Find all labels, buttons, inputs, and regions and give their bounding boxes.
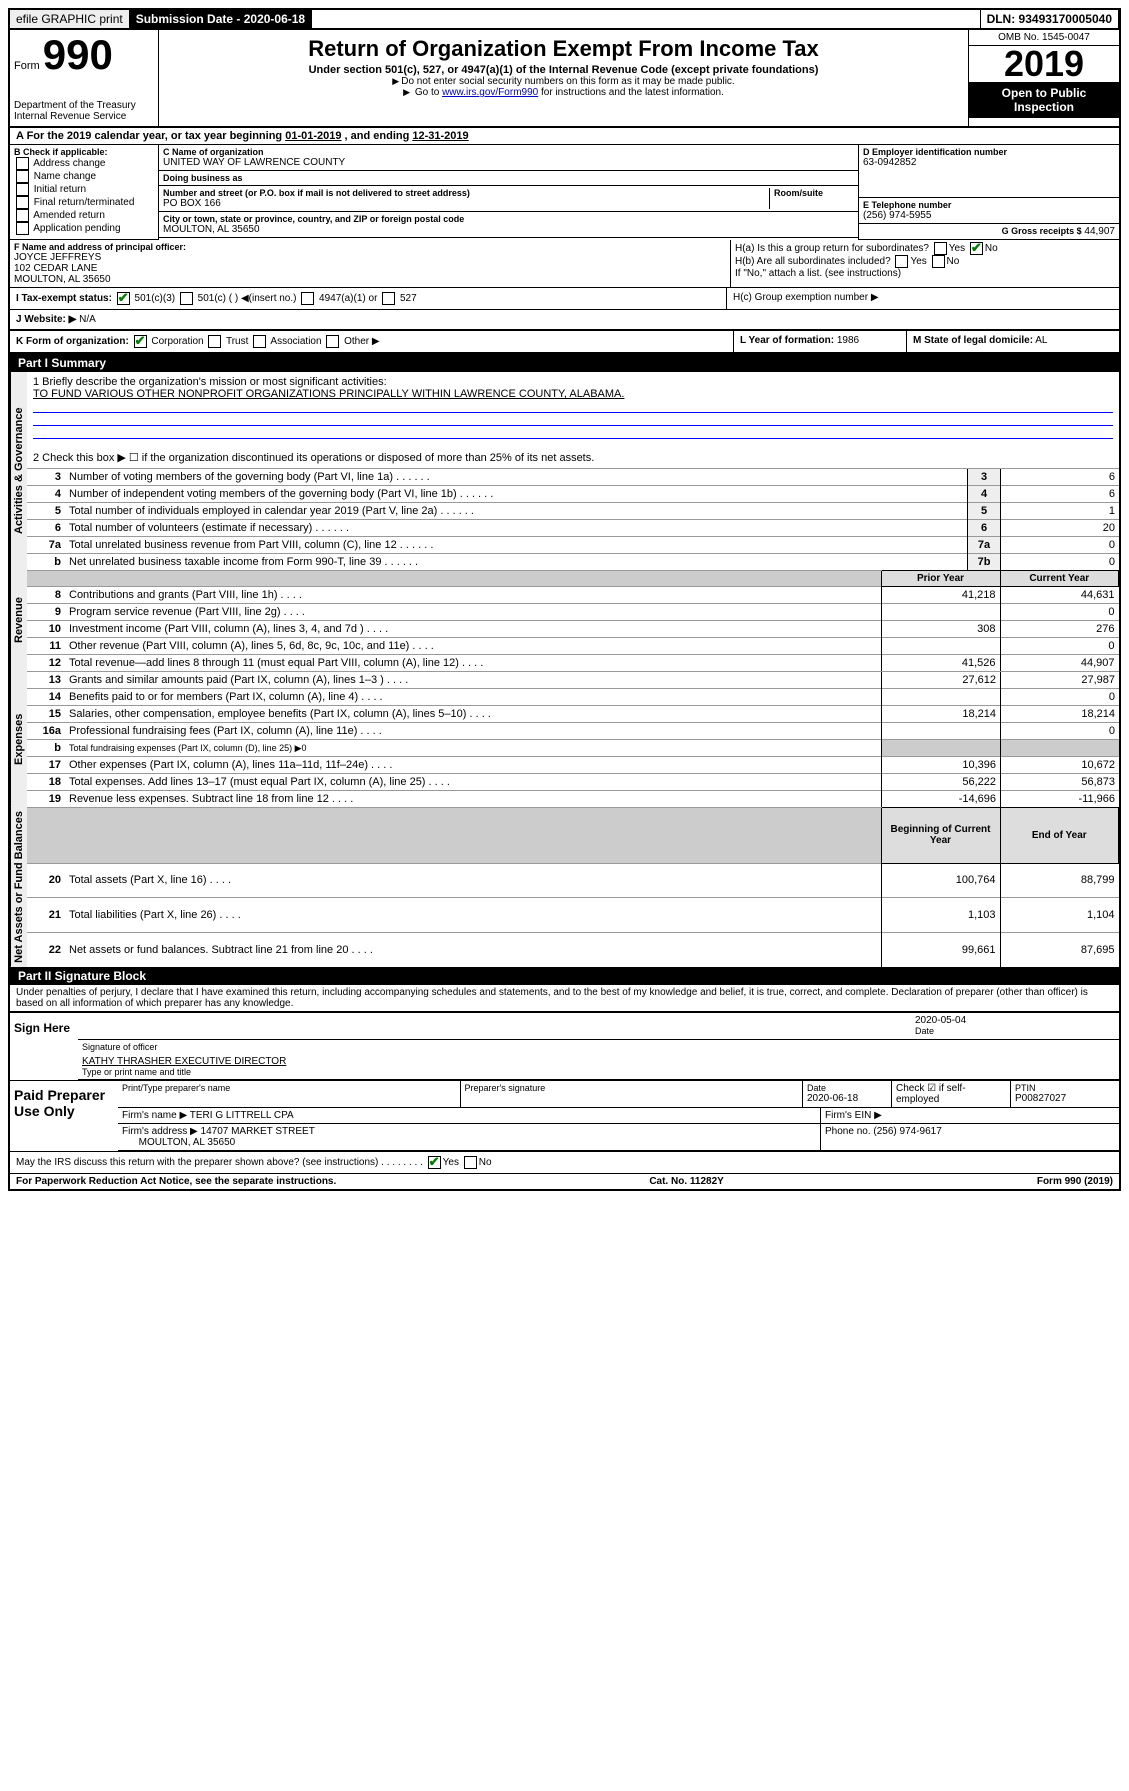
checkbox-initial-return[interactable]: Initial return bbox=[14, 183, 154, 196]
section-b-title: B Check if applicable: bbox=[14, 147, 154, 157]
sign-here-label: Sign Here bbox=[10, 1013, 78, 1080]
phone: (256) 974-5955 bbox=[863, 210, 1115, 221]
org-name: UNITED WAY OF LAWRENCE COUNTY bbox=[163, 157, 854, 168]
perjury-declaration: Under penalties of perjury, I declare th… bbox=[10, 985, 1119, 1011]
dln: DLN: 93493170005040 bbox=[981, 10, 1119, 28]
gross-receipts: 44,907 bbox=[1084, 226, 1115, 237]
sign-here-block: Sign Here 2020-05-04Date Signature of of… bbox=[10, 1011, 1119, 1080]
checkbox-address-change[interactable]: Address change bbox=[14, 157, 154, 170]
irs-link[interactable]: www.irs.gov/Form990 bbox=[442, 87, 538, 98]
street: PO BOX 166 bbox=[163, 198, 769, 209]
open-public: Open to Public Inspection bbox=[969, 82, 1119, 118]
ha-yes[interactable] bbox=[934, 242, 947, 255]
gross-label: G Gross receipts $ bbox=[1002, 226, 1082, 236]
paid-preparer-block: Paid Preparer Use Only Print/Type prepar… bbox=[10, 1080, 1119, 1151]
section-klm: K Form of organization: Corporation Trus… bbox=[10, 331, 1119, 354]
efile-tag[interactable]: efile GRAPHIC print bbox=[10, 10, 130, 28]
top-bar: efile GRAPHIC print Submission Date - 20… bbox=[10, 10, 1119, 30]
officer-addr2: MOULTON, AL 35650 bbox=[14, 274, 726, 285]
section-i: I Tax-exempt status: 501(c)(3) 501(c) ( … bbox=[10, 288, 1119, 310]
checkbox-application-pending[interactable]: Application pending bbox=[14, 222, 154, 235]
officer-typed: KATHY THRASHER EXECUTIVE DIRECTOR bbox=[82, 1056, 1115, 1067]
part1-body: Activities & Governance 1 Briefly descri… bbox=[10, 372, 1119, 570]
section-fh: F Name and address of principal officer:… bbox=[10, 240, 1119, 288]
hb-no[interactable] bbox=[932, 255, 945, 268]
mission: TO FUND VARIOUS OTHER NONPROFIT ORGANIZA… bbox=[33, 388, 1113, 400]
ha-no[interactable] bbox=[970, 242, 983, 255]
form-title: Return of Organization Exempt From Incom… bbox=[163, 36, 964, 62]
f-label: F Name and address of principal officer: bbox=[14, 242, 726, 252]
l1-label: 1 Briefly describe the organization's mi… bbox=[33, 376, 1113, 388]
city-label: City or town, state or province, country… bbox=[163, 214, 854, 224]
form-header: Form 990 Department of the Treasury Inte… bbox=[10, 30, 1119, 128]
hb-note: If "No," attach a list. (see instruction… bbox=[735, 268, 1115, 279]
side-governance: Activities & Governance bbox=[10, 372, 27, 570]
l2: 2 Check this box ▶ ☐ if the organization… bbox=[33, 451, 1113, 464]
website: N/A bbox=[79, 314, 96, 325]
city: MOULTON, AL 35650 bbox=[163, 224, 854, 235]
part1-header: Part I Summary bbox=[10, 354, 1119, 372]
officer-name: JOYCE JEFFREYS bbox=[14, 252, 726, 263]
phone-label: E Telephone number bbox=[863, 200, 1115, 210]
form-subtitle: Under section 501(c), 527, or 4947(a)(1)… bbox=[163, 64, 964, 76]
note-ssn: Do not enter social security numbers on … bbox=[163, 76, 964, 87]
tax-period: A For the 2019 calendar year, or tax yea… bbox=[10, 128, 1119, 145]
form-footer: For Paperwork Reduction Act Notice, see … bbox=[10, 1173, 1119, 1189]
note-link: Go to www.irs.gov/Form990 for instructio… bbox=[163, 87, 964, 98]
officer-addr1: 102 CEDAR LANE bbox=[14, 263, 726, 274]
sig-officer-label: Signature of officer bbox=[78, 1040, 1119, 1054]
form-word: Form bbox=[14, 60, 40, 72]
c-name-label: C Name of organization bbox=[163, 147, 854, 157]
dept-treasury: Department of the Treasury Internal Reve… bbox=[14, 100, 154, 122]
501c3-check[interactable] bbox=[117, 292, 130, 305]
ein: 63-0942852 bbox=[863, 157, 1115, 168]
side-expenses: Expenses bbox=[10, 671, 27, 807]
hb-yes[interactable] bbox=[895, 255, 908, 268]
discuss-row: May the IRS discuss this return with the… bbox=[10, 1151, 1119, 1173]
hc-text: H(c) Group exemption number ▶ bbox=[727, 288, 1119, 309]
hb-text: H(b) Are all subordinates included? bbox=[735, 256, 891, 267]
street-label: Number and street (or P.O. box if mail i… bbox=[163, 188, 769, 198]
form-number: 990 bbox=[43, 31, 113, 78]
part2-header: Part II Signature Block bbox=[10, 967, 1119, 985]
ein-label: D Employer identification number bbox=[863, 147, 1115, 157]
section-jkm: J Website: ▶ N/A bbox=[10, 310, 1119, 331]
dba-label: Doing business as bbox=[163, 173, 854, 183]
form-990-wrap: efile GRAPHIC print Submission Date - 20… bbox=[8, 8, 1121, 1191]
paid-label: Paid Preparer Use Only bbox=[10, 1081, 118, 1151]
checkbox-final-return-terminated[interactable]: Final return/terminated bbox=[14, 196, 154, 209]
tax-year: 2019 bbox=[969, 46, 1119, 82]
checkbox-amended-return[interactable]: Amended return bbox=[14, 209, 154, 222]
submission-date: Submission Date - 2020-06-18 bbox=[130, 10, 312, 28]
section-bcd: B Check if applicable: Address change Na… bbox=[10, 145, 1119, 240]
side-netassets: Net Assets or Fund Balances bbox=[10, 807, 27, 967]
discuss-yes[interactable] bbox=[428, 1156, 441, 1169]
ha-text: H(a) Is this a group return for subordin… bbox=[735, 243, 929, 254]
discuss-no[interactable] bbox=[464, 1156, 477, 1169]
checkbox-name-change[interactable]: Name change bbox=[14, 170, 154, 183]
room-label: Room/suite bbox=[769, 188, 854, 209]
side-revenue: Revenue bbox=[10, 570, 27, 671]
